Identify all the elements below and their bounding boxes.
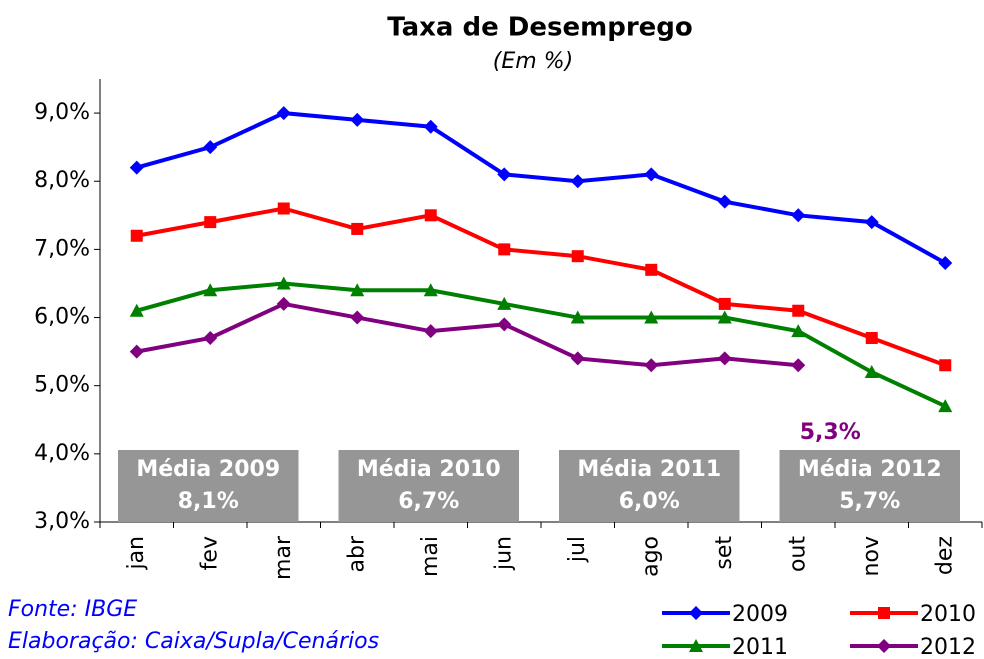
- point: [791, 208, 806, 223]
- point: [497, 317, 512, 332]
- legend-label: 2012: [920, 635, 976, 659]
- point: [644, 167, 659, 182]
- average-box: [779, 450, 960, 522]
- x-tick-label: mar: [271, 535, 296, 580]
- x-tick-label: mai: [418, 536, 443, 577]
- point: [938, 256, 953, 271]
- x-tick-label: fev: [197, 536, 222, 570]
- point: [276, 296, 291, 311]
- point: [571, 250, 584, 263]
- point: [497, 296, 512, 310]
- point: [718, 297, 731, 310]
- series-line: [136, 281, 947, 408]
- point: [129, 303, 144, 317]
- point: [864, 365, 879, 379]
- point: [203, 140, 218, 155]
- point: [570, 310, 585, 324]
- point: [570, 351, 585, 366]
- point: [939, 359, 952, 372]
- legend-label: 2011: [732, 635, 788, 659]
- point: [350, 112, 365, 127]
- y-tick-label: 8,0%: [34, 168, 90, 193]
- credit: Elaboração: Caixa/Supla/Cenários: [8, 629, 379, 654]
- point: [644, 358, 659, 373]
- y-tick-label: 9,0%: [34, 100, 90, 125]
- legend-label: 2009: [732, 602, 788, 627]
- legend-label: 2010: [920, 602, 976, 627]
- average-value: 6,7%: [398, 489, 459, 514]
- point: [717, 194, 732, 209]
- point: [350, 310, 365, 325]
- point: [203, 330, 218, 345]
- x-tick-label: dez: [932, 536, 957, 575]
- point: [276, 106, 291, 121]
- annotation: 5,3%: [800, 420, 861, 445]
- average-label: Média 2011: [577, 457, 721, 482]
- x-tick-label: jun: [491, 536, 516, 571]
- x-tick-label: nov: [859, 536, 884, 576]
- point: [129, 344, 144, 359]
- point: [276, 276, 291, 290]
- point: [350, 283, 365, 297]
- point: [717, 351, 732, 366]
- average-value: 6,0%: [619, 489, 680, 514]
- legend-marker: [878, 607, 890, 619]
- point: [865, 331, 878, 344]
- point: [130, 229, 143, 242]
- point: [717, 310, 732, 324]
- series-line: [136, 111, 947, 265]
- average-box: [118, 450, 299, 522]
- point: [204, 216, 217, 229]
- y-tick-label: 7,0%: [34, 236, 90, 261]
- point: [129, 160, 144, 175]
- point: [423, 283, 438, 297]
- point: [497, 167, 512, 182]
- average-box: [338, 450, 519, 522]
- point: [423, 324, 438, 339]
- source: Fonte: IBGE: [8, 597, 137, 622]
- point: [791, 358, 806, 373]
- point: [424, 209, 437, 222]
- x-tick-label: jul: [565, 536, 590, 563]
- series-line: [136, 206, 946, 368]
- legend-marker: [689, 639, 703, 652]
- point: [570, 174, 585, 189]
- x-tick-label: abr: [344, 535, 369, 572]
- y-tick-label: 3,0%: [34, 509, 90, 534]
- point: [351, 222, 364, 235]
- x-tick-label: set: [712, 536, 737, 570]
- y-tick-label: 5,0%: [34, 373, 90, 398]
- point: [864, 215, 879, 230]
- point: [791, 324, 806, 338]
- point: [792, 304, 805, 317]
- series-line: [136, 301, 799, 368]
- chart-subtitle: (Em %): [493, 49, 573, 74]
- y-tick-label: 6,0%: [34, 305, 90, 330]
- average-value: 8,1%: [178, 489, 239, 514]
- x-tick-label: out: [785, 536, 810, 572]
- legend-marker: [689, 606, 703, 620]
- point: [498, 243, 511, 256]
- average-value: 5,7%: [839, 489, 900, 514]
- x-tick-label: ago: [638, 536, 663, 577]
- y-tick-label: 4,0%: [34, 441, 90, 466]
- legend-marker: [877, 639, 891, 653]
- x-tick-label: jan: [124, 536, 149, 571]
- average-box: [559, 450, 740, 522]
- point: [277, 202, 290, 215]
- average-label: Média 2009: [136, 457, 280, 482]
- point: [203, 283, 218, 297]
- point: [423, 119, 438, 134]
- chart-title: Taxa de Desemprego: [387, 13, 693, 43]
- point: [644, 310, 659, 324]
- point: [645, 263, 658, 276]
- average-label: Média 2012: [798, 457, 942, 482]
- point: [938, 399, 953, 413]
- average-label: Média 2010: [357, 457, 501, 482]
